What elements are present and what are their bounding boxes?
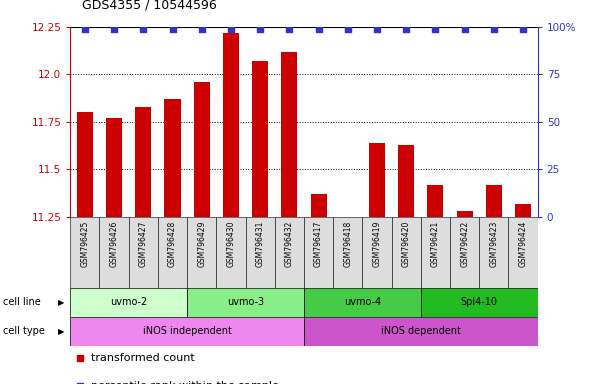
Bar: [275, 217, 304, 288]
Text: GSM796426: GSM796426: [109, 220, 119, 267]
Text: cell line: cell line: [3, 297, 41, 308]
Bar: [508, 217, 538, 288]
Bar: [369, 143, 385, 217]
Point: [80, 26, 90, 32]
Text: GSM796421: GSM796421: [431, 220, 440, 267]
Bar: [450, 217, 479, 288]
Bar: [428, 185, 444, 217]
Bar: [187, 217, 216, 288]
Point: [459, 26, 469, 32]
Text: uvmo-2: uvmo-2: [110, 297, 147, 308]
Point: [401, 26, 411, 32]
Point: [226, 26, 236, 32]
Bar: [333, 217, 362, 288]
Text: GSM796424: GSM796424: [519, 220, 527, 267]
Text: uvmo-3: uvmo-3: [227, 297, 264, 308]
Text: GSM796428: GSM796428: [168, 220, 177, 267]
Bar: [77, 113, 93, 217]
Bar: [216, 217, 246, 288]
Text: cell type: cell type: [3, 326, 45, 336]
Text: GSM796420: GSM796420: [401, 220, 411, 267]
Bar: [421, 217, 450, 288]
Bar: [515, 204, 531, 217]
Point: [372, 26, 382, 32]
Text: iNOS dependent: iNOS dependent: [381, 326, 461, 336]
Text: transformed count: transformed count: [91, 353, 195, 363]
Bar: [392, 217, 421, 288]
Point: [255, 26, 265, 32]
Text: ▶: ▶: [58, 327, 64, 336]
Bar: [70, 217, 100, 288]
Bar: [70, 288, 187, 317]
Text: GSM796417: GSM796417: [314, 220, 323, 267]
Bar: [194, 82, 210, 217]
Text: GSM796418: GSM796418: [343, 220, 353, 267]
Text: GSM796425: GSM796425: [81, 220, 89, 267]
Bar: [135, 107, 152, 217]
Bar: [106, 118, 122, 217]
Text: Spl4-10: Spl4-10: [461, 297, 498, 308]
Point: [139, 26, 148, 32]
Text: ▶: ▶: [58, 298, 64, 307]
Bar: [252, 61, 268, 217]
Point: [343, 26, 353, 32]
Bar: [304, 288, 421, 317]
Point: [431, 26, 441, 32]
Bar: [158, 217, 187, 288]
Text: percentile rank within the sample: percentile rank within the sample: [91, 381, 279, 384]
Point: [384, 277, 394, 283]
Bar: [456, 211, 473, 217]
Point: [384, 27, 394, 33]
Bar: [310, 194, 327, 217]
Text: GSM796431: GSM796431: [255, 220, 265, 267]
Text: GSM796423: GSM796423: [489, 220, 499, 267]
Bar: [164, 99, 180, 217]
Text: GSM796432: GSM796432: [285, 220, 294, 267]
Point: [197, 26, 207, 32]
Text: uvmo-4: uvmo-4: [344, 297, 381, 308]
Text: GSM796430: GSM796430: [227, 220, 235, 267]
Text: GSM796429: GSM796429: [197, 220, 207, 267]
Point: [313, 26, 323, 32]
Point: [518, 26, 528, 32]
Bar: [479, 217, 508, 288]
Text: GSM796419: GSM796419: [373, 220, 381, 267]
Point: [489, 26, 499, 32]
Bar: [362, 217, 392, 288]
Point: [167, 26, 177, 32]
Bar: [398, 145, 414, 217]
Bar: [421, 288, 538, 317]
Text: iNOS independent: iNOS independent: [143, 326, 232, 336]
Text: GSM796422: GSM796422: [460, 220, 469, 267]
Bar: [281, 51, 298, 217]
Bar: [246, 217, 275, 288]
Bar: [187, 288, 304, 317]
Bar: [304, 317, 538, 346]
Point: [285, 26, 295, 32]
Point: [109, 26, 119, 32]
Bar: [70, 317, 304, 346]
Bar: [486, 185, 502, 217]
Bar: [304, 217, 333, 288]
Bar: [129, 217, 158, 288]
Text: GSM796427: GSM796427: [139, 220, 148, 267]
Text: GDS4355 / 10544596: GDS4355 / 10544596: [82, 0, 218, 12]
Bar: [100, 217, 129, 288]
Bar: [223, 33, 239, 217]
